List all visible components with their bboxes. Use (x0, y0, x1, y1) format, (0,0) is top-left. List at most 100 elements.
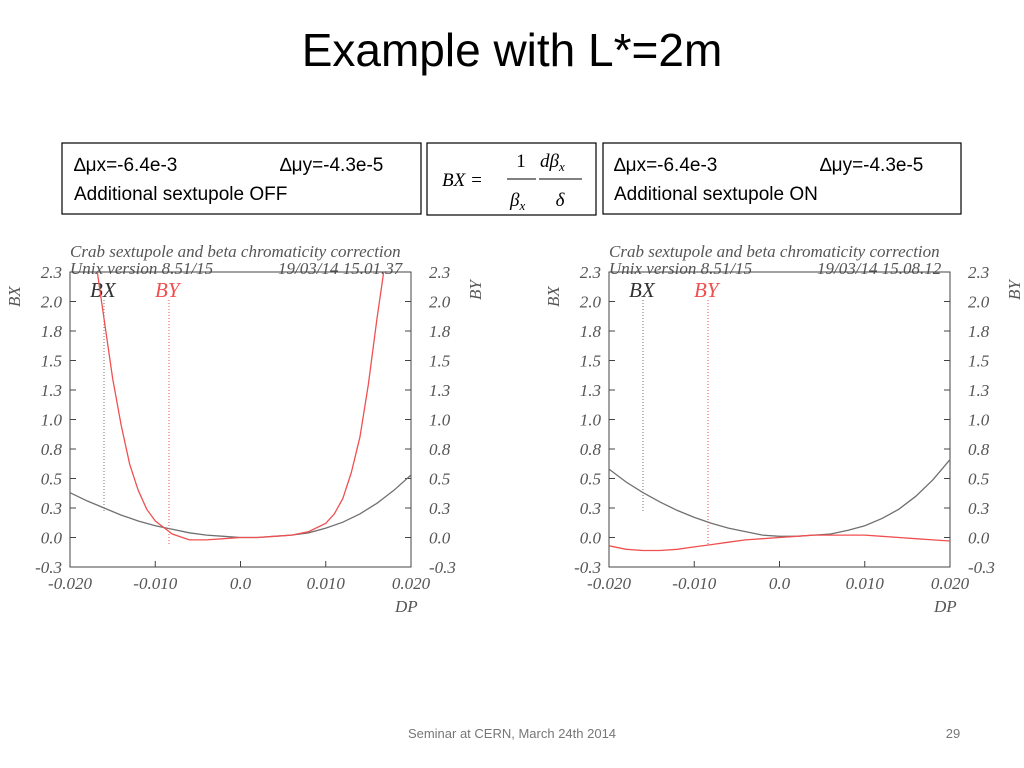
y2-tick-label: 1.0 (968, 411, 990, 430)
formula-den: βx (509, 190, 525, 213)
x-tick-label: 0.0 (230, 574, 252, 593)
y-axis-label: BX (544, 286, 563, 307)
y-tick-label: 0.8 (580, 440, 602, 459)
x-tick-label: 0.020 (931, 574, 970, 593)
y2-tick-label: 1.5 (968, 352, 989, 371)
chart-title: Crab sextupole and beta chromaticity cor… (70, 242, 401, 261)
y-axis-label: BX (5, 286, 24, 307)
x-tick-label: 0.010 (846, 574, 885, 593)
y-tick-label: 2.3 (41, 263, 62, 282)
y2-axis-label: BY (466, 279, 485, 300)
plot-frame (608, 271, 951, 568)
y2-tick-label: 2.0 (968, 293, 990, 312)
y2-tick-label: 0.5 (429, 470, 450, 489)
mu-y: ∆μy=-4.3e-5 (280, 155, 383, 176)
y2-tick-label: 2.0 (429, 293, 451, 312)
y2-tick-label: 1.3 (968, 381, 989, 400)
subscript: x (558, 159, 565, 174)
y-tick-label: 1.3 (41, 381, 62, 400)
series-line (96, 272, 385, 541)
y-tick-label: -0.3 (35, 558, 62, 577)
y2-tick-label: 2.3 (429, 263, 450, 282)
y-tick-label: 2.3 (580, 263, 601, 282)
x-tick-label: 0.0 (769, 574, 791, 593)
y2-tick-label: -0.3 (968, 558, 995, 577)
chart: Crab sextupole and beta chromaticity cor… (544, 242, 1024, 616)
plot-frame (69, 271, 412, 568)
formula-num: 1 (516, 151, 526, 172)
mu-x: ∆μx=-6.4e-3 (614, 155, 717, 176)
chart-subtitle: Unix version 8.51/15 (609, 259, 752, 278)
y-tick-label: 1.8 (41, 322, 63, 341)
y-tick-label: 1.8 (580, 322, 602, 341)
y2-tick-label: 2.3 (968, 263, 989, 282)
y2-tick-label: 1.3 (429, 381, 450, 400)
x-tick-label: -0.010 (133, 574, 177, 593)
y2-tick-label: 0.5 (968, 470, 989, 489)
legend-label: BX (629, 278, 656, 302)
chart-timestamp: 19/03/14 15.01.37 (278, 259, 404, 278)
series-line (70, 474, 411, 539)
x-axis-label: DP (394, 597, 418, 616)
formula-num: dβx (540, 151, 565, 174)
legend-label: BX (90, 278, 117, 302)
y2-axis-label: BY (1005, 279, 1024, 300)
subscript: x (518, 198, 525, 213)
page-number: 29 (946, 726, 960, 741)
y2-tick-label: 0.0 (968, 529, 990, 548)
x-tick-label: -0.020 (587, 574, 631, 593)
y2-tick-label: 1.5 (429, 352, 450, 371)
y-tick-label: 2.0 (41, 293, 63, 312)
slide-title: Example with L*=2m (302, 24, 723, 76)
x-tick-label: 0.010 (307, 574, 346, 593)
chart-title: Crab sextupole and beta chromaticity cor… (609, 242, 940, 261)
y-tick-label: 0.0 (580, 529, 602, 548)
y2-tick-label: 0.3 (429, 499, 450, 518)
y2-tick-label: 0.0 (429, 529, 451, 548)
y2-tick-label: 1.0 (429, 411, 451, 430)
y-tick-label: 0.5 (41, 470, 62, 489)
mu-y: ∆μy=-4.3e-5 (820, 155, 923, 176)
chart: Crab sextupole and beta chromaticity cor… (5, 242, 485, 616)
formula: BX = 1 βx dβx δ (442, 151, 582, 213)
y-tick-label: 1.0 (41, 411, 63, 430)
footer: Seminar at CERN, March 24th 2014 (408, 726, 616, 741)
y-tick-label: 1.0 (580, 411, 602, 430)
series-line (609, 534, 951, 552)
formula-lhs: BX = (442, 170, 483, 191)
y2-tick-label: 0.8 (429, 440, 451, 459)
box-text: Additional sextupole OFF (74, 184, 287, 205)
legend-label: BY (155, 278, 182, 302)
y-tick-label: 1.5 (580, 352, 601, 371)
y2-tick-label: 0.8 (968, 440, 990, 459)
box-text: Additional sextupole ON (614, 184, 818, 205)
y2-tick-label: 1.8 (429, 322, 451, 341)
chart-subtitle: Unix version 8.51/15 (70, 259, 213, 278)
chart-timestamp: 19/03/14 15.08.12 (817, 259, 942, 278)
y2-tick-label: -0.3 (429, 558, 456, 577)
beta: β (509, 190, 520, 211)
y-tick-label: 2.0 (580, 293, 602, 312)
d-beta: dβ (540, 151, 560, 172)
y-tick-label: 1.5 (41, 352, 62, 371)
y2-tick-label: 0.3 (968, 499, 989, 518)
y-tick-label: 0.3 (580, 499, 601, 518)
delta: δ (556, 190, 566, 211)
y-tick-label: 1.3 (580, 381, 601, 400)
y-tick-label: 0.0 (41, 529, 63, 548)
info-box (602, 142, 962, 215)
x-tick-label: 0.020 (392, 574, 431, 593)
mu-x: ∆μx=-6.4e-3 (74, 155, 177, 176)
y-tick-label: 0.8 (41, 440, 63, 459)
y-tick-label: -0.3 (574, 558, 601, 577)
x-axis-label: DP (933, 597, 957, 616)
legend-label: BY (694, 278, 721, 302)
x-tick-label: -0.020 (48, 574, 92, 593)
y2-tick-label: 1.8 (968, 322, 990, 341)
y-tick-label: 0.3 (41, 499, 62, 518)
y-tick-label: 0.5 (580, 470, 601, 489)
x-tick-label: -0.010 (672, 574, 716, 593)
info-box (61, 142, 422, 215)
series-line (609, 459, 951, 537)
